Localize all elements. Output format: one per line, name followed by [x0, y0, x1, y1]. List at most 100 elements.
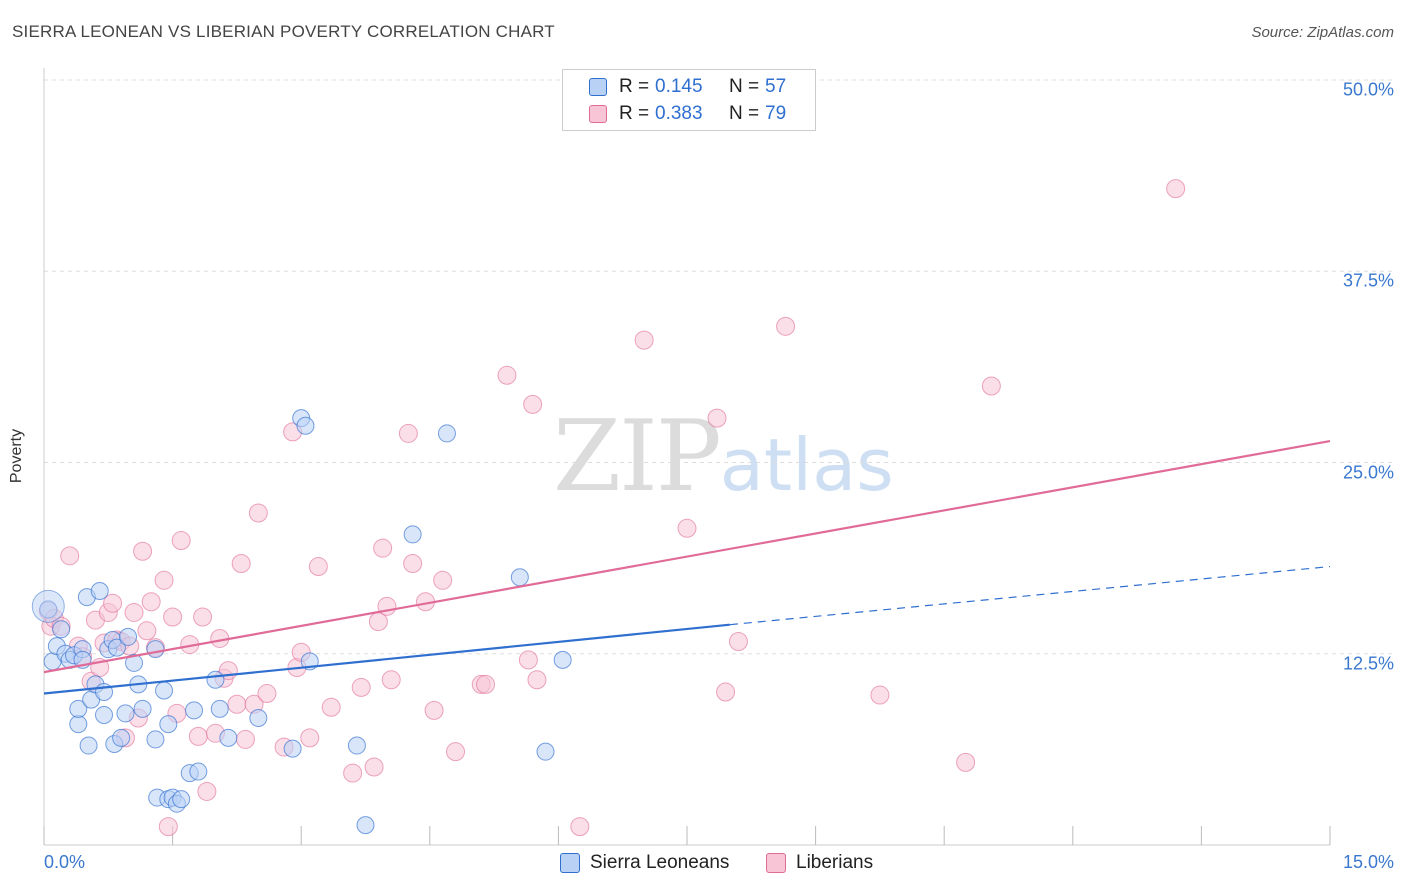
liberians-point [364, 757, 384, 777]
sierra-leoneans-point [437, 424, 456, 443]
liberians-point [497, 365, 517, 385]
liberians-point [707, 408, 727, 428]
sierra-leoneans-point [133, 699, 152, 718]
liberians-point [197, 781, 217, 801]
sierra-leoneans-point [107, 638, 126, 657]
liberians-point [518, 650, 538, 670]
sierra-leoneans-point [210, 699, 229, 718]
liberians-point [300, 728, 320, 748]
sierra-leoneans-point [249, 709, 268, 728]
liberians-point [248, 503, 268, 523]
liberians-point [728, 632, 748, 652]
pink-swatch [589, 105, 607, 123]
liberians-points [38, 179, 1186, 837]
sierra-leoneans-point [185, 701, 204, 720]
liberians-point [523, 394, 543, 414]
liberians-point [433, 570, 453, 590]
y-tick-label-25: 25.0% [1342, 462, 1394, 482]
sierra-leoneans-point [116, 704, 135, 723]
liberians-point [141, 592, 161, 612]
r-label: R = [619, 103, 650, 124]
liberians-point [188, 726, 208, 746]
sierra-leoneans-point [69, 699, 88, 718]
n-label: N = [729, 76, 760, 97]
sierra-leoneans-point [296, 416, 315, 435]
sierra-leoneans-point [510, 568, 529, 587]
blue-swatch [589, 78, 607, 96]
sierra-leoneans-point [95, 705, 114, 724]
n-value: 79 [765, 103, 787, 124]
legend-label: Sierra Leoneans [590, 852, 730, 873]
liberians-point [716, 682, 736, 702]
liberians-point [133, 541, 153, 561]
sierra-leoneans-point-cluster [31, 589, 65, 623]
liberians-point [60, 546, 80, 566]
sierra-leoneans-point [146, 640, 165, 659]
sierra-leoneans-point [125, 653, 144, 672]
sierra-leoneans-point [69, 715, 88, 734]
liberians-point [776, 316, 796, 336]
liberians-point [103, 593, 123, 613]
r-label: R = [619, 76, 650, 97]
sierra-leoneans-point [206, 670, 225, 689]
watermark-zip: ZIP [553, 400, 722, 514]
liberians-point [124, 602, 144, 622]
sierra-leoneans-point [189, 762, 208, 781]
legend-item-liberians[interactable]: Liberians [766, 852, 873, 874]
pink-swatch [766, 853, 786, 873]
sierra-leoneans-point [347, 736, 366, 755]
sierra-leoneans-point [90, 582, 109, 601]
trend-lines [43, 439, 1331, 695]
legend-item-sierra-leoneans[interactable]: Sierra Leoneans [560, 852, 729, 874]
liberians-trend-line [43, 439, 1331, 674]
source-label: Source: ZipAtlas.com [1251, 24, 1394, 41]
sierra-leoneans-trend-line [43, 623, 730, 695]
watermark: ZIPatlas [553, 400, 894, 514]
legend-row-sierra-leoneans: R = 0.145 N = 57 [563, 74, 786, 100]
liberians-point [171, 531, 191, 551]
liberians-point [163, 607, 183, 627]
sierra-leoneans-point [403, 525, 422, 544]
liberians-point [137, 621, 157, 641]
liberians-point [476, 674, 496, 694]
r-value: 0.145 [655, 76, 703, 97]
sierra-leoneans-point [159, 715, 178, 734]
sierra-leoneans-point [119, 627, 138, 646]
sierra-leoneans-point [553, 650, 572, 669]
sierra-leoneans-point [146, 730, 165, 749]
legend-row-liberians: R = 0.383 N = 79 [563, 101, 786, 127]
sierra-leoneans-point [356, 816, 375, 835]
n-label: N = [729, 103, 760, 124]
sierra-leoneans-point [536, 742, 555, 761]
r-value: 0.383 [655, 103, 703, 124]
sierra-leoneans-point [79, 736, 98, 755]
liberians-point [154, 570, 174, 590]
n-value: 57 [765, 76, 787, 97]
sierra-leoneans-point [52, 620, 71, 639]
liberians-point [381, 670, 401, 690]
sierra-leoneans-point [112, 728, 131, 747]
chart-title: SIERRA LEONEAN VS LIBERIAN POVERTY CORRE… [12, 22, 555, 41]
liberians-point [527, 670, 547, 690]
sierra-leoneans-point [172, 790, 191, 809]
liberians-point [193, 607, 213, 627]
y-tick-label-12.5: 12.5% [1342, 653, 1394, 674]
liberians-point [398, 423, 418, 443]
liberians-point [231, 553, 251, 573]
y-tick-label-50: 50.0% [1342, 79, 1394, 100]
sierra-leoneans-points [31, 409, 572, 835]
liberians-point [351, 677, 371, 697]
sierra-leoneans-point [283, 739, 302, 758]
liberians-point [257, 684, 277, 704]
liberians-point [373, 538, 393, 558]
sierra-leoneans-point [155, 681, 174, 700]
sierra-leoneans-point [219, 728, 238, 747]
liberians-point [158, 817, 178, 837]
x-tick-label-min: 0.0% [44, 852, 86, 872]
liberians-point [235, 729, 255, 749]
liberians-point [956, 752, 976, 772]
y-tick-label-37.5: 37.5% [1342, 270, 1394, 291]
liberians-point [981, 376, 1001, 396]
liberians-point [403, 553, 423, 573]
